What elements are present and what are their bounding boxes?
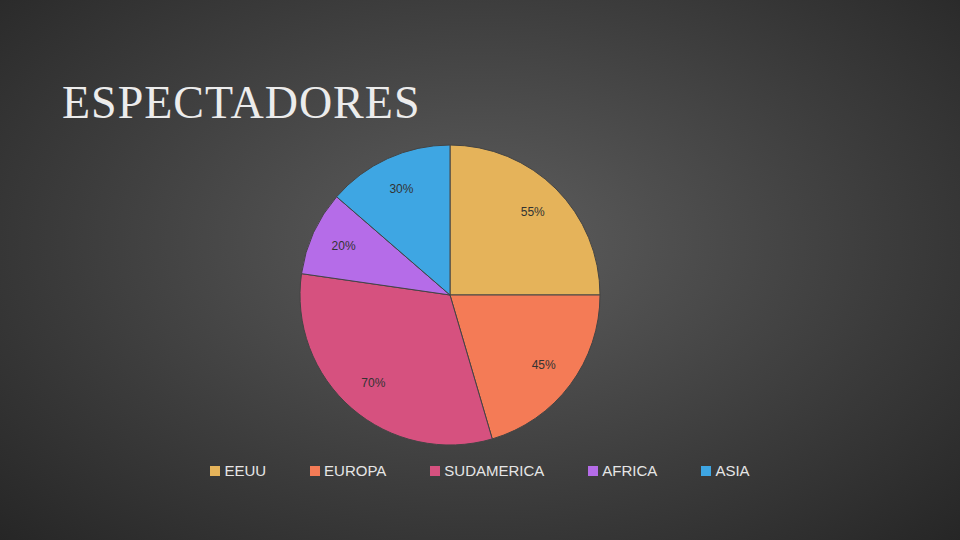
html-text:SUDAMERICA: SUDAMERICA [444, 462, 545, 479]
html-text:ASIA: ASIA [715, 462, 750, 479]
svg-text:20%: 20% [332, 239, 356, 253]
svg-text:70%: 70% [361, 376, 385, 390]
html-text:EEUU: EEUU [224, 462, 267, 479]
svg-text:30%: 30% [389, 182, 413, 196]
html-text:ESPECTADORES: ESPECTADORES [62, 77, 421, 128]
html-text:EUROPA: EUROPA [324, 462, 387, 479]
html-text:AFRICA: AFRICA [602, 462, 658, 479]
svg-text:55%: 55% [521, 205, 545, 219]
svg-text:45%: 45% [532, 358, 556, 372]
